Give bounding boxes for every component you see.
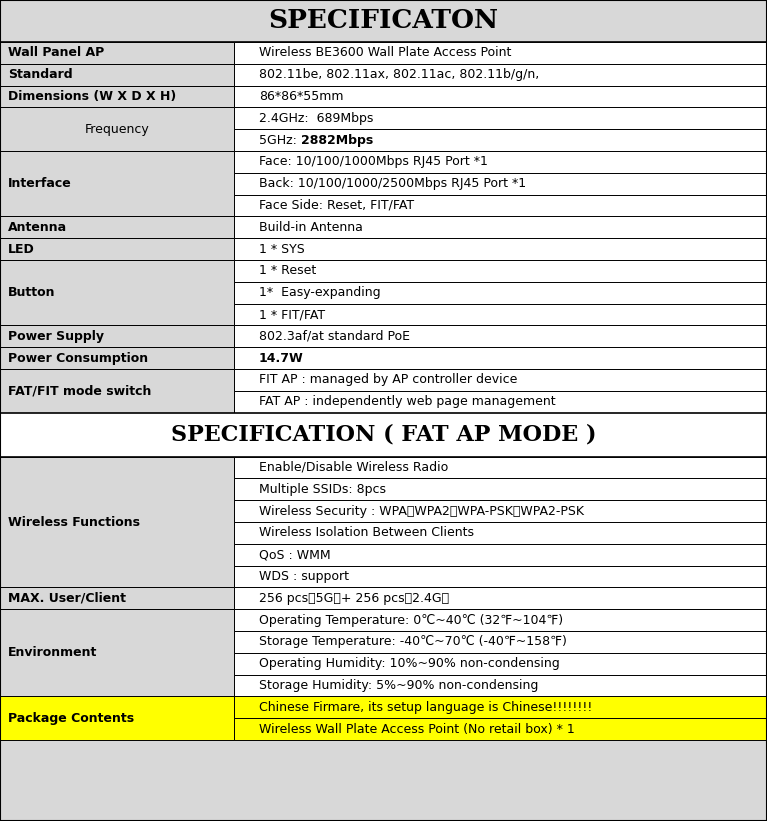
Bar	[0, 325, 234, 347]
Bar	[234, 129, 767, 151]
Text: 2882Mbps: 2882Mbps	[301, 134, 374, 147]
Text: Antenna: Antenna	[8, 221, 67, 234]
Text: Multiple SSIDs: 8pcs: Multiple SSIDs: 8pcs	[259, 483, 386, 496]
Bar	[234, 304, 767, 325]
Text: 802.11be, 802.11ax, 802.11ac, 802.11b/g/n,: 802.11be, 802.11ax, 802.11ac, 802.11b/g/…	[259, 68, 539, 81]
Text: Wireless Isolation Between Clients: Wireless Isolation Between Clients	[259, 526, 474, 539]
Text: Operating Temperature: 0℃~40℃ (32℉~104℉): Operating Temperature: 0℃~40℃ (32℉~104℉)	[259, 613, 563, 626]
Bar	[234, 85, 767, 108]
Bar	[234, 260, 767, 282]
Bar	[234, 500, 767, 522]
Bar	[234, 566, 767, 587]
Bar	[234, 42, 767, 64]
Text: Storage Temperature: -40℃~70℃ (-40℉~158℉): Storage Temperature: -40℃~70℃ (-40℉~158℉…	[259, 635, 567, 649]
Bar	[234, 151, 767, 172]
Bar	[0, 108, 234, 151]
Bar	[234, 238, 767, 260]
Text: Wireless Wall Plate Access Point (No retail box) * 1: Wireless Wall Plate Access Point (No ret…	[259, 722, 574, 736]
Text: 256 pcs（5G）+ 256 pcs（2.4G）: 256 pcs（5G）+ 256 pcs（2.4G）	[259, 592, 449, 605]
Text: FIT AP : managed by AP controller device: FIT AP : managed by AP controller device	[259, 374, 517, 387]
Bar	[0, 413, 767, 456]
Bar	[234, 195, 767, 217]
Text: Wall Panel AP: Wall Panel AP	[8, 47, 104, 59]
Text: QoS : WMM: QoS : WMM	[259, 548, 331, 562]
Bar	[0, 64, 234, 85]
Bar	[0, 260, 234, 325]
Text: 1*  Easy-expanding: 1* Easy-expanding	[259, 287, 380, 299]
Text: Wireless Security : WPA、WPA2、WPA-PSK、WPA2-PSK: Wireless Security : WPA、WPA2、WPA-PSK、WPA…	[259, 505, 584, 517]
Text: 5GHz:: 5GHz:	[259, 134, 304, 147]
Bar	[0, 42, 234, 64]
Text: 1 * SYS: 1 * SYS	[259, 242, 304, 255]
Text: Button: Button	[8, 287, 55, 299]
Bar	[234, 522, 767, 544]
Text: SPECIFICATION ( FAT AP MODE ): SPECIFICATION ( FAT AP MODE )	[171, 424, 596, 446]
Text: Dimensions (W X D X H): Dimensions (W X D X H)	[8, 90, 176, 103]
Bar	[234, 391, 767, 413]
Text: Back: 10/100/1000/2500Mbps RJ45 Port *1: Back: 10/100/1000/2500Mbps RJ45 Port *1	[259, 177, 526, 190]
Bar	[234, 587, 767, 609]
Bar	[0, 347, 234, 369]
Bar	[234, 631, 767, 653]
Text: Wireless Functions: Wireless Functions	[8, 516, 140, 529]
Text: Environment: Environment	[8, 646, 97, 659]
Bar	[234, 347, 767, 369]
Bar	[0, 369, 234, 413]
Bar	[234, 609, 767, 631]
Text: Face Side: Reset, FIT/FAT: Face Side: Reset, FIT/FAT	[259, 199, 414, 212]
Bar	[234, 544, 767, 566]
Text: FAT/FIT mode switch: FAT/FIT mode switch	[8, 384, 151, 397]
Text: Storage Humidity: 5%~90% non-condensing: Storage Humidity: 5%~90% non-condensing	[259, 679, 538, 692]
Text: Interface: Interface	[8, 177, 72, 190]
Bar	[0, 456, 234, 587]
Text: WDS : support: WDS : support	[259, 570, 349, 583]
Text: Build-in Antenna: Build-in Antenna	[259, 221, 363, 234]
Bar	[0, 609, 234, 696]
Bar	[234, 653, 767, 675]
Text: Standard: Standard	[8, 68, 73, 81]
Bar	[234, 108, 767, 129]
Bar	[0, 217, 234, 238]
Bar	[234, 369, 767, 391]
Text: Face: 10/100/1000Mbps RJ45 Port *1: Face: 10/100/1000Mbps RJ45 Port *1	[259, 155, 488, 168]
Text: 1 * FIT/FAT: 1 * FIT/FAT	[259, 308, 325, 321]
Text: Package Contents: Package Contents	[8, 712, 134, 725]
Text: 802.3af/at standard PoE: 802.3af/at standard PoE	[259, 330, 410, 343]
Text: Enable/Disable Wireless Radio: Enable/Disable Wireless Radio	[259, 461, 448, 474]
Text: Power Supply: Power Supply	[8, 330, 104, 343]
Bar	[0, 0, 767, 42]
Text: Wireless BE3600 Wall Plate Access Point: Wireless BE3600 Wall Plate Access Point	[259, 47, 512, 59]
Bar	[234, 456, 767, 479]
Text: Power Consumption: Power Consumption	[8, 351, 148, 365]
Bar	[0, 151, 234, 217]
Bar	[234, 718, 767, 740]
Bar	[234, 217, 767, 238]
Bar	[234, 172, 767, 195]
Text: LED: LED	[8, 242, 35, 255]
Bar	[234, 282, 767, 304]
Text: FAT AP : independently web page management: FAT AP : independently web page manageme…	[259, 395, 555, 408]
Text: 14.7W: 14.7W	[259, 351, 304, 365]
Text: 86*86*55mm: 86*86*55mm	[259, 90, 344, 103]
Text: Frequency: Frequency	[84, 122, 150, 135]
Bar	[234, 479, 767, 500]
Bar	[234, 325, 767, 347]
Bar	[0, 696, 234, 740]
Text: Operating Humidity: 10%~90% non-condensing: Operating Humidity: 10%~90% non-condensi…	[259, 657, 560, 670]
Text: 2.4GHz:  689Mbps: 2.4GHz: 689Mbps	[259, 112, 374, 125]
Bar	[234, 675, 767, 696]
Text: Chinese Firmare, its setup language is Chinese!!!!!!!!: Chinese Firmare, its setup language is C…	[259, 701, 592, 713]
Text: MAX. User/Client: MAX. User/Client	[8, 592, 126, 605]
Text: 1 * Reset: 1 * Reset	[259, 264, 316, 277]
Text: SPECIFICATON: SPECIFICATON	[268, 8, 499, 34]
Bar	[0, 238, 234, 260]
Bar	[234, 64, 767, 85]
Bar	[0, 587, 234, 609]
Bar	[0, 85, 234, 108]
Bar	[234, 696, 767, 718]
